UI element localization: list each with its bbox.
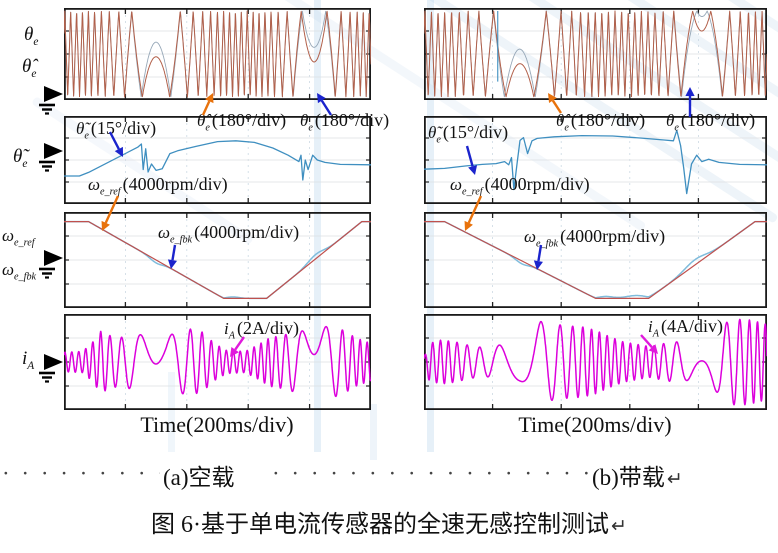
subscript: A <box>27 359 35 372</box>
symbol: ω <box>2 260 15 279</box>
label-speed-fbk-scale-b: ωe_fbk (4000rpm/div) <box>524 226 665 249</box>
label-speed-ref-scale-a: ωe_ref (4000rpm/div) <box>88 174 228 197</box>
scale-text: (180°/div) <box>314 110 390 130</box>
subscript: A <box>228 330 235 342</box>
symbol: θ̂ <box>556 111 565 130</box>
label-theta-hat-scale-b: θ̂e (180°/div) <box>556 110 645 133</box>
subscript: e <box>205 122 210 134</box>
scale-text: (4A/div) <box>660 316 723 336</box>
label-speed-fbk-scale-a: ωe_fbk (4000rpm/div) <box>158 222 299 245</box>
axis-label-theta-hat: θ̂e <box>22 56 36 80</box>
symbol: θ̃ <box>428 123 437 142</box>
ground-reference-icon <box>39 354 63 383</box>
label-theta-err-scale-b: θ̃e (15°/div) <box>428 122 508 145</box>
symbol: θ̂ <box>22 56 32 77</box>
label-theta-scale-b: θe (180°/div) <box>666 110 755 133</box>
symbol: θ̃ <box>76 119 85 138</box>
scale-text: (180°/div) <box>680 110 756 130</box>
plot-current-noload <box>64 314 371 410</box>
scale-text: (4000rpm/div) <box>194 222 300 242</box>
axis-label-current: iA <box>22 348 34 372</box>
scale-text: (2A/div) <box>236 318 299 338</box>
plot-current-load <box>424 314 767 410</box>
axis-label-theta-tilde: θ̃e <box>13 146 27 170</box>
label-current-scale-a: iA (2A/div) <box>224 318 299 341</box>
label-theta-scale-a: θe (180°/div) <box>300 110 389 133</box>
label-current-scale-b: iA (4A/div) <box>648 316 723 339</box>
subscript: e_fbk <box>536 238 559 250</box>
subscript: e <box>674 122 679 134</box>
sub-caption-b-text: (b)带载 <box>592 465 665 490</box>
plot-angle-noload <box>64 8 371 100</box>
scale-text: (180°/div) <box>211 110 287 130</box>
plot-angle-error-load <box>424 116 767 204</box>
guide-band <box>168 372 175 452</box>
subscript: e_fbk <box>170 234 193 246</box>
subscript: e_fbk <box>14 271 37 283</box>
subscript: e <box>564 122 569 134</box>
label-theta-err-scale-a: θ̃e (15°/div) <box>76 118 156 141</box>
axis-label-speed-ref: ωe_ref <box>2 226 35 248</box>
symbol: θ <box>300 111 309 130</box>
symbol: θ <box>666 111 675 130</box>
subscript: e <box>33 35 39 48</box>
subscript: A <box>652 328 659 340</box>
sub-caption-a: (a)空载 <box>163 465 235 490</box>
axis-label-theta: θe <box>24 24 38 48</box>
paragraph-return-mark: ↵ <box>666 469 683 490</box>
subscript: e <box>22 157 28 170</box>
guide-band <box>314 0 321 452</box>
scale-text: (4000rpm/div) <box>484 174 590 194</box>
scale-text: (15°/div) <box>442 122 509 142</box>
space-dots-leader: · · · · · · · · · · · · · · · · · · · · … <box>272 461 588 486</box>
symbol: ω <box>524 227 537 246</box>
symbol: ω <box>88 175 101 194</box>
scale-text: (4000rpm/div) <box>122 174 228 194</box>
symbol: i <box>224 319 229 338</box>
paragraph-return-mark: ↵ <box>611 516 627 537</box>
plot-speed-noload <box>64 212 371 308</box>
scale-text: (15°/div) <box>90 118 157 138</box>
ground-reference-icon <box>39 143 63 172</box>
plot-angle-load <box>424 8 767 100</box>
plot-angle-error-noload <box>64 116 371 204</box>
ground-reference-icon <box>39 86 63 115</box>
symbol: i <box>22 348 28 369</box>
scale-text: (4000rpm/div) <box>560 226 666 246</box>
symbol: ω <box>158 223 171 242</box>
subscript: e_ref <box>100 186 121 198</box>
label-speed-ref-scale-b: ωe_ref (4000rpm/div) <box>450 174 590 197</box>
subscript: e_ref <box>462 186 483 198</box>
guide-band <box>370 404 377 460</box>
subscript: e_ref <box>14 237 35 249</box>
figure-caption: 图 6·基于单电流传感器的全速无感控制测试 ↵ <box>0 504 778 539</box>
time-axis-label-b: Time(200ms/div) <box>518 412 672 437</box>
plot-speed-load <box>424 212 767 308</box>
symbol: θ̂ <box>197 111 206 130</box>
figure-caption-text: 图 6·基于单电流传感器的全速无感控制测试 <box>151 512 610 538</box>
symbol: θ̃ <box>13 146 23 167</box>
axis-label-speed-fbk: ωe_fbk <box>2 260 36 282</box>
sub-caption-b: (b)带载 ↵ <box>592 458 683 492</box>
symbol: i <box>648 317 653 336</box>
time-axis-label-a: Time(200ms/div) <box>140 412 294 437</box>
subscript: e <box>436 134 441 146</box>
subscript: e <box>308 122 313 134</box>
ground-reference-icon <box>39 250 63 279</box>
space-dots-leader: · · · · · · · · · · · · <box>2 461 160 486</box>
guide-band <box>427 0 434 452</box>
label-theta-hat-scale-a: θ̂e (180°/div) <box>197 110 286 133</box>
subscript: e <box>84 130 89 142</box>
symbol: θ <box>24 24 34 45</box>
subscript: e <box>31 67 37 80</box>
scale-text: (180°/div) <box>570 110 646 130</box>
symbol: ω <box>2 226 15 245</box>
symbol: ω <box>450 175 463 194</box>
